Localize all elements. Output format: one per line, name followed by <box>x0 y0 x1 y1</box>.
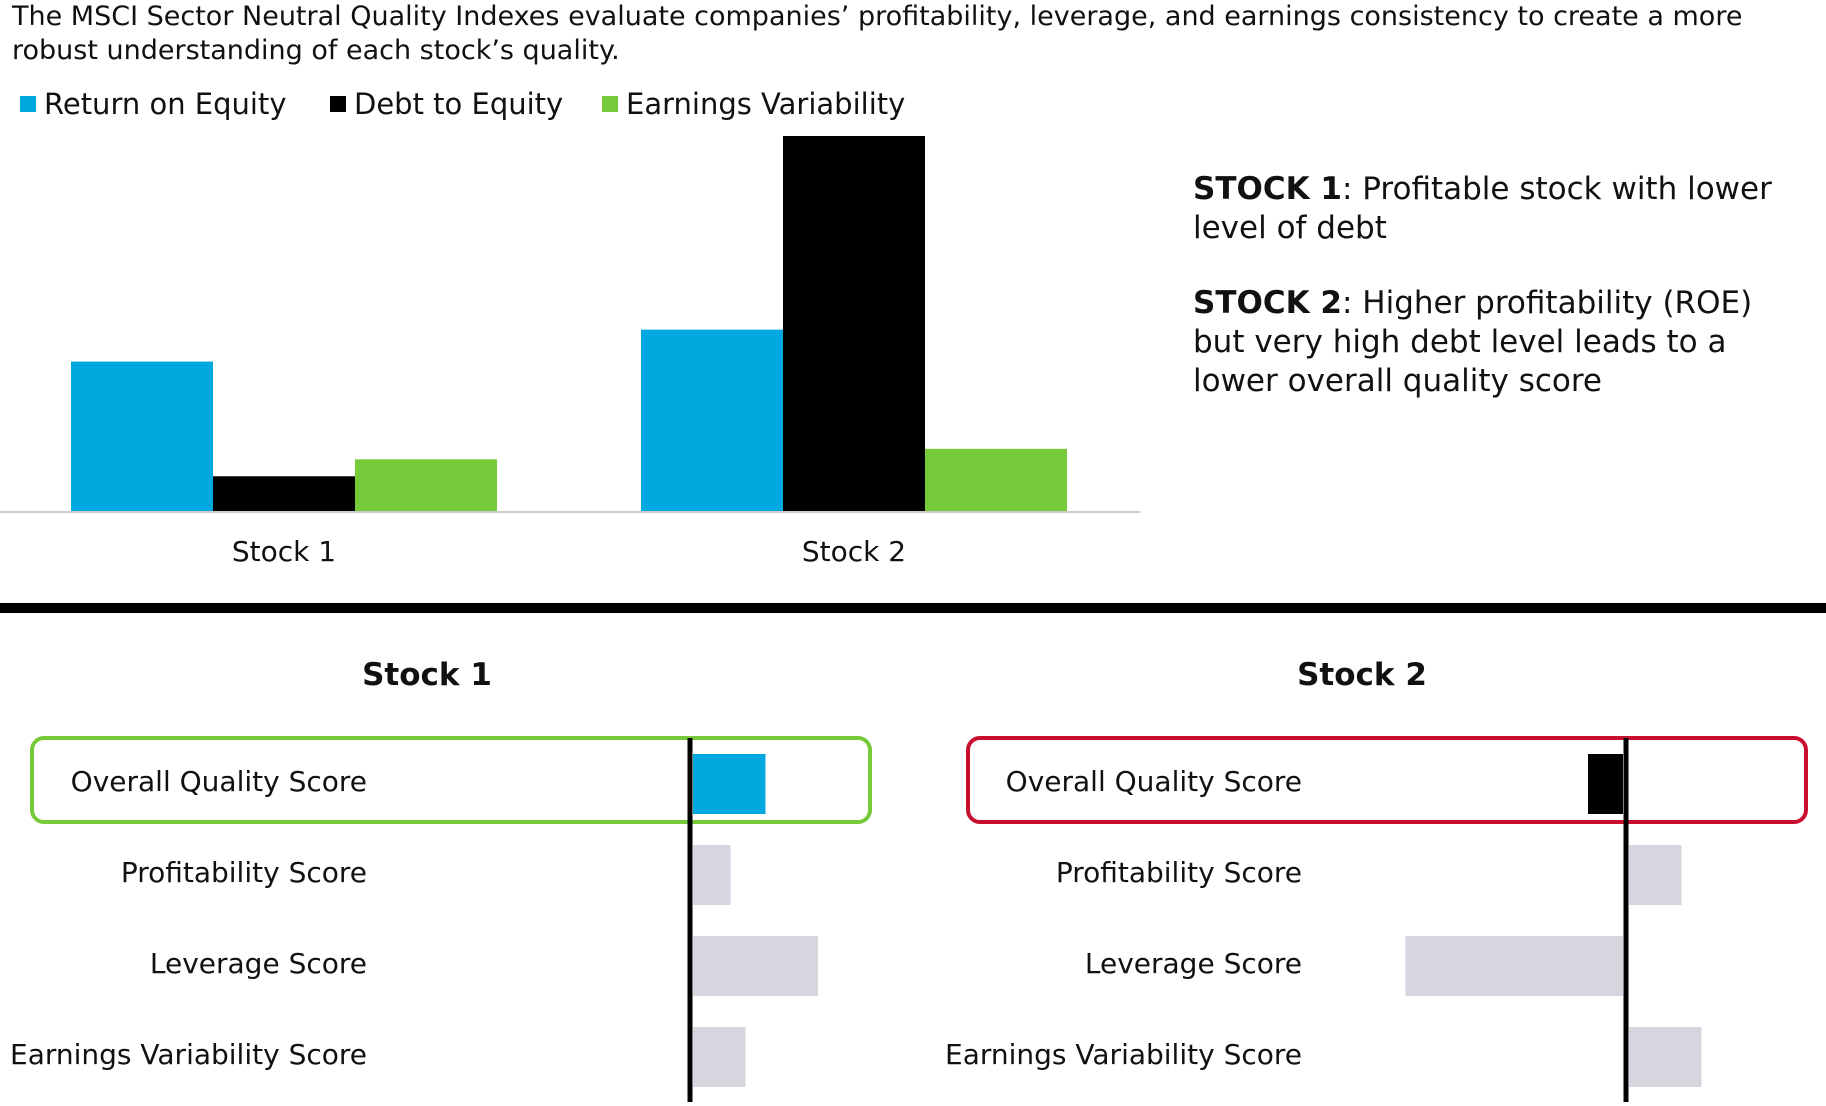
intro-text: The MSCI Sector Neutral Quality Indexes … <box>12 1 1743 66</box>
legend-item-debt: Debt to Equity <box>330 86 563 122</box>
stock1-earnings-label: Earnings Variability Score <box>10 1038 367 1071</box>
stock2-overall-label: Overall Quality Score <box>1005 765 1302 798</box>
stock2-profitability-label: Profitability Score <box>1055 856 1302 889</box>
stock1-note-text: : Profitable stock with lower level of d… <box>1193 171 1772 246</box>
legend-swatch-roe <box>20 96 36 112</box>
stock2-note-label: STOCK 2 <box>1193 285 1342 321</box>
bar-stock-2-earnings-variability <box>925 448 1067 512</box>
stock1-note: STOCK 1: Profitable stock with lower lev… <box>1193 170 1813 248</box>
stock1-bar-earnings-variability-score <box>693 1027 746 1087</box>
bar-stock-2-return-on-equity <box>641 329 783 512</box>
legend-label-debt: Debt to Equity <box>354 87 564 121</box>
legend-label-roe: Return on Equity <box>44 87 287 121</box>
stock2-earnings-label: Earnings Variability Score <box>945 1038 1302 1071</box>
legend-swatch-debt <box>330 96 346 112</box>
x-tick-label-stock-1: Stock 1 <box>232 535 336 568</box>
stock1-bar-leverage-score <box>693 936 818 996</box>
stock2-note: STOCK 2: Higher profitability (ROE) but … <box>1193 284 1813 401</box>
stock2-bar-profitability-score <box>1629 845 1682 905</box>
grouped-bar-chart: Stock 1 Stock 2 <box>0 136 1140 568</box>
stock2-bar-leverage-score <box>1405 936 1623 996</box>
stock1-bar-profitability-score <box>693 845 731 905</box>
stock1-note-label: STOCK 1 <box>1193 171 1342 207</box>
x-tick-label-stock-2: Stock 2 <box>802 535 906 568</box>
stock1-profitability-label: Profitability Score <box>120 856 367 889</box>
legend-label-earnings: Earnings Variability <box>626 87 906 121</box>
stock2-panel-title: Stock 2 <box>1297 657 1427 693</box>
chart-notes: STOCK 1: Profitable stock with lower lev… <box>1193 170 1813 437</box>
stock1-leverage-label: Leverage Score <box>149 947 367 980</box>
legend-swatch-earnings <box>602 96 618 112</box>
stock1-panel-title: Stock 1 <box>362 657 492 693</box>
stock1-overall-highlight-box <box>30 736 872 824</box>
stock2-bar-earnings-variability-score <box>1629 1027 1702 1087</box>
stock1-bar-overall-quality-score <box>693 754 766 814</box>
stock1-overall-label: Overall Quality Score <box>70 765 367 798</box>
section-divider <box>0 603 1826 613</box>
bar-stock-1-debt-to-equity <box>213 476 355 512</box>
stock2-overall-highlight-box <box>966 736 1808 824</box>
stock2-bar-overall-quality-score <box>1588 754 1623 814</box>
bar-stock-2-debt-to-equity <box>783 136 925 512</box>
bar-stock-1-earnings-variability <box>355 459 497 512</box>
legend-item-earnings: Earnings Variability <box>602 86 905 122</box>
legend-item-roe: Return on Equity <box>20 86 287 122</box>
stock2-leverage-label: Leverage Score <box>1084 947 1302 980</box>
bar-stock-1-return-on-equity <box>71 361 213 512</box>
stock2-note-text: : Higher profitability (ROE) but very hi… <box>1193 285 1753 399</box>
